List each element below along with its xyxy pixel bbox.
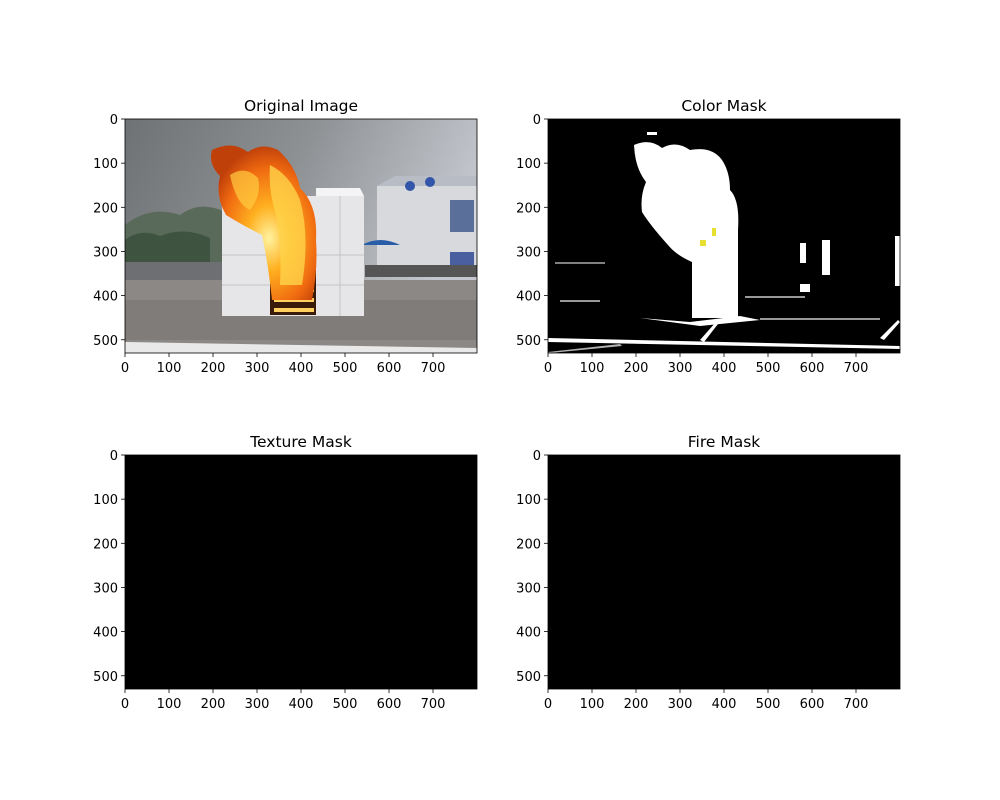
fire-image <box>548 455 900 689</box>
y-tick-label: 0 <box>110 113 118 128</box>
photo-image <box>125 119 477 353</box>
x-tick-label: 600 <box>377 697 402 712</box>
x-tick-label: 100 <box>580 361 605 376</box>
x-tick-label: 100 <box>157 697 182 712</box>
y-tick-label: 300 <box>516 245 541 260</box>
panel-title: Original Image <box>244 97 358 115</box>
x-tick-label: 100 <box>157 361 182 376</box>
y-tick-label: 400 <box>93 290 118 305</box>
x-tick-label: 500 <box>333 697 358 712</box>
y-tick-label: 100 <box>516 157 541 172</box>
y-tick-label: 100 <box>93 493 118 508</box>
x-tick-label: 300 <box>668 361 693 376</box>
y-tick-label: 0 <box>533 449 541 464</box>
x-tick-label: 700 <box>421 361 446 376</box>
x-tick-label: 0 <box>544 361 552 376</box>
y-tick-label: 0 <box>110 449 118 464</box>
x-tick-label: 0 <box>121 361 129 376</box>
y-tick-label: 400 <box>516 290 541 305</box>
x-tick-label: 500 <box>756 361 781 376</box>
panel-title: Color Mask <box>681 97 766 115</box>
panel-title: Texture Mask <box>249 433 352 451</box>
panel-title: Fire Mask <box>688 433 761 451</box>
x-tick-label: 200 <box>201 361 226 376</box>
y-tick-label: 300 <box>93 245 118 260</box>
x-tick-label: 700 <box>844 697 869 712</box>
x-tick-label: 700 <box>844 361 869 376</box>
x-tick-label: 0 <box>544 697 552 712</box>
y-tick-label: 400 <box>93 626 118 641</box>
y-tick-label: 0 <box>533 113 541 128</box>
x-tick-label: 600 <box>377 361 402 376</box>
y-tick-label: 300 <box>516 581 541 596</box>
x-tick-label: 400 <box>289 697 314 712</box>
x-tick-label: 300 <box>668 697 693 712</box>
y-tick-label: 500 <box>516 670 541 685</box>
x-tick-label: 500 <box>333 361 358 376</box>
x-tick-label: 200 <box>624 361 649 376</box>
y-tick-label: 500 <box>93 334 118 349</box>
mask-image <box>548 119 900 353</box>
y-tick-label: 200 <box>93 537 118 552</box>
x-tick-label: 300 <box>245 361 270 376</box>
x-tick-label: 400 <box>289 361 314 376</box>
y-tick-label: 200 <box>93 201 118 216</box>
y-tick-label: 400 <box>516 626 541 641</box>
y-tick-label: 500 <box>516 334 541 349</box>
x-tick-label: 300 <box>245 697 270 712</box>
x-tick-label: 700 <box>421 697 446 712</box>
x-tick-label: 0 <box>121 697 129 712</box>
x-tick-label: 600 <box>800 697 825 712</box>
y-tick-label: 300 <box>93 581 118 596</box>
y-tick-label: 100 <box>93 157 118 172</box>
y-tick-label: 500 <box>93 670 118 685</box>
x-tick-label: 200 <box>201 697 226 712</box>
y-tick-label: 100 <box>516 493 541 508</box>
x-tick-label: 500 <box>756 697 781 712</box>
y-tick-label: 200 <box>516 201 541 216</box>
x-tick-label: 400 <box>712 361 737 376</box>
texture-image <box>125 455 477 689</box>
x-tick-label: 400 <box>712 697 737 712</box>
y-tick-label: 200 <box>516 537 541 552</box>
x-tick-label: 600 <box>800 361 825 376</box>
x-tick-label: 200 <box>624 697 649 712</box>
x-tick-label: 100 <box>580 697 605 712</box>
